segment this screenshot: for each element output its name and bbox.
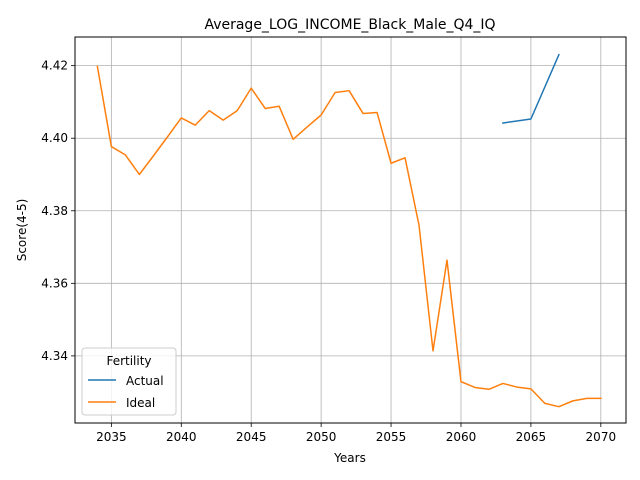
y-axis-label: Score(4-5) [15,199,29,262]
legend-label-actual: Actual [126,374,164,388]
x-tick-label: 2050 [306,430,337,444]
x-tick-label: 2040 [166,430,197,444]
x-tick-label: 2055 [376,430,407,444]
legend-label-ideal: Ideal [126,396,155,410]
y-tick-label: 4.40 [41,131,68,145]
y-tick-label: 4.34 [41,349,68,363]
series-layer [96,53,602,408]
series-line-ideal [96,65,602,408]
plot-frame [74,36,627,424]
chart-title: Average_LOG_INCOME_Black_Male_Q4_IQ [204,17,495,33]
x-tick-label: 2035 [96,430,127,444]
x-axis-ticks: 2035 2040 2045 2050 2055 2060 2065 2070 [96,423,616,444]
x-tick-label: 2060 [446,430,477,444]
x-tick-label: 2070 [586,430,617,444]
x-tick-label: 2065 [516,430,547,444]
y-tick-label: 4.36 [41,276,68,290]
series-line-actual [502,53,560,124]
y-tick-label: 4.38 [41,204,68,218]
legend-title: Fertility [106,354,151,368]
legend: Fertility Actual Ideal [81,347,177,416]
x-axis-label: Years [333,451,366,465]
y-axis-ticks: 4.34 4.36 4.38 4.40 4.42 [41,59,75,363]
x-tick-label: 2045 [236,430,267,444]
legend-box [81,347,177,416]
y-tick-label: 4.42 [41,59,68,73]
